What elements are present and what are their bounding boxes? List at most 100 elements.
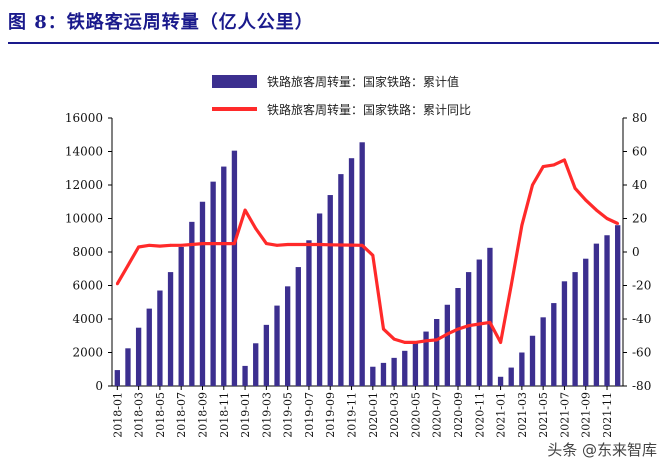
x-axis-tick-label: 2019-03	[260, 392, 273, 438]
bar	[338, 174, 344, 386]
x-axis-tick-label: 2018-09	[196, 392, 209, 438]
bar	[157, 290, 163, 386]
left-axis-tick-label: 2000	[72, 346, 103, 360]
line-point	[435, 338, 439, 342]
bar	[391, 357, 397, 386]
right-axis: -80 -60 -40 -20 0 20 40 60 80	[623, 111, 651, 393]
x-axis-tick-label: 2019-11	[346, 392, 359, 438]
bar	[465, 272, 472, 386]
bar	[519, 352, 525, 386]
bar	[370, 366, 376, 386]
right-axis-tick-label: 40	[632, 178, 647, 192]
line-point	[403, 341, 407, 344]
left-axis: 0 2000 4000 6000 8000 10000 12000 14000 16000	[65, 111, 112, 393]
bar	[167, 272, 174, 386]
bar	[402, 350, 408, 386]
line-point	[158, 244, 162, 248]
left-axis-tick-label: 16000	[65, 111, 103, 125]
right-axis-tick-label: 0	[632, 245, 640, 259]
line-point	[424, 339, 428, 343]
line-point	[392, 337, 396, 341]
line-point	[286, 243, 290, 246]
left-axis-tick-label: 10000	[65, 212, 103, 226]
line-point	[318, 243, 321, 246]
line-point	[360, 243, 364, 247]
right-axis-tick-label: -80	[632, 379, 651, 393]
watermark: 头条 @东来智库	[547, 441, 657, 459]
x-axis-tick-label: 2019-09	[324, 392, 337, 438]
line-point	[233, 242, 236, 246]
x-axis-tick-label: 2020-03	[388, 392, 401, 438]
left-axis-tick-label: 6000	[72, 279, 103, 293]
legend-label-line: 铁路旅客周转量：国家铁路：累计同比	[267, 102, 471, 117]
bar	[583, 258, 589, 386]
bar	[253, 343, 259, 386]
line-point	[275, 243, 279, 247]
bar	[348, 158, 355, 386]
line-point	[477, 322, 481, 326]
line-point	[126, 264, 130, 267]
bar	[540, 317, 546, 386]
line-point	[222, 242, 226, 246]
bar	[561, 281, 568, 386]
x-axis-tick-label: 2020-07	[431, 392, 444, 438]
bar	[497, 376, 504, 386]
bar	[615, 225, 621, 386]
x-axis-tick-label: 2020-05	[409, 392, 422, 438]
line-point	[179, 243, 183, 247]
bar	[135, 327, 142, 386]
line-point	[488, 320, 492, 324]
bar	[178, 246, 184, 386]
bar	[455, 288, 461, 386]
line-point	[254, 227, 258, 230]
right-axis-tick-label: 20	[632, 212, 647, 226]
line-series-path	[115, 158, 619, 344]
line-point	[115, 282, 119, 286]
line-point	[594, 208, 598, 212]
line-point	[201, 242, 204, 246]
bar	[508, 367, 514, 386]
x-axis-tick-label: 2020-01	[367, 392, 380, 438]
bar	[412, 341, 419, 386]
bars-series	[114, 142, 621, 386]
bar	[434, 319, 440, 386]
bar	[263, 324, 270, 386]
line-point	[605, 217, 609, 220]
line-point	[467, 324, 471, 328]
bar	[423, 331, 429, 386]
line-point	[307, 243, 311, 246]
bar	[199, 201, 206, 386]
bar	[327, 195, 333, 386]
bar	[210, 181, 216, 386]
x-axis-tick-label: 2020-09	[452, 392, 465, 438]
bar	[444, 304, 451, 386]
bar	[114, 370, 120, 386]
bar	[529, 335, 536, 386]
bar	[295, 267, 301, 386]
x-axis-tick-label: 2018-05	[154, 392, 167, 438]
bar	[242, 365, 248, 386]
bar	[316, 213, 323, 386]
legend-swatch-bar	[212, 75, 257, 88]
line-point	[584, 198, 588, 202]
x-axis-tick-label: 2021-05	[537, 392, 550, 438]
line-point	[211, 242, 215, 246]
line-point	[328, 243, 332, 247]
bar	[572, 272, 578, 386]
right-axis-tick-label: -40	[632, 312, 651, 326]
bar	[231, 150, 238, 386]
x-axis: 2018-01 2018-03 2018-05 2018-07 2018-09 2018-…	[111, 386, 614, 438]
line-point	[531, 183, 534, 187]
bar	[125, 348, 131, 386]
bar	[359, 142, 365, 386]
line-point	[445, 332, 449, 336]
line-point	[616, 222, 620, 225]
line-point	[190, 243, 194, 246]
bar	[551, 303, 557, 386]
line-point	[541, 165, 545, 168]
bar	[380, 362, 387, 386]
chart-title: 图 8：铁路客运周转量（亿人公里）	[8, 12, 314, 33]
x-axis-tick-label: 2021-09	[580, 392, 593, 438]
line-series	[115, 158, 620, 344]
